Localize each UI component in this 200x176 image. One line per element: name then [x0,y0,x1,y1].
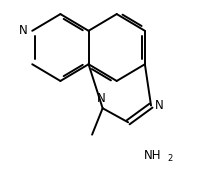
Text: N: N [97,92,105,105]
Text: 2: 2 [168,154,173,163]
Text: NH: NH [144,149,162,162]
Text: N: N [155,99,163,112]
Text: N: N [19,24,28,37]
